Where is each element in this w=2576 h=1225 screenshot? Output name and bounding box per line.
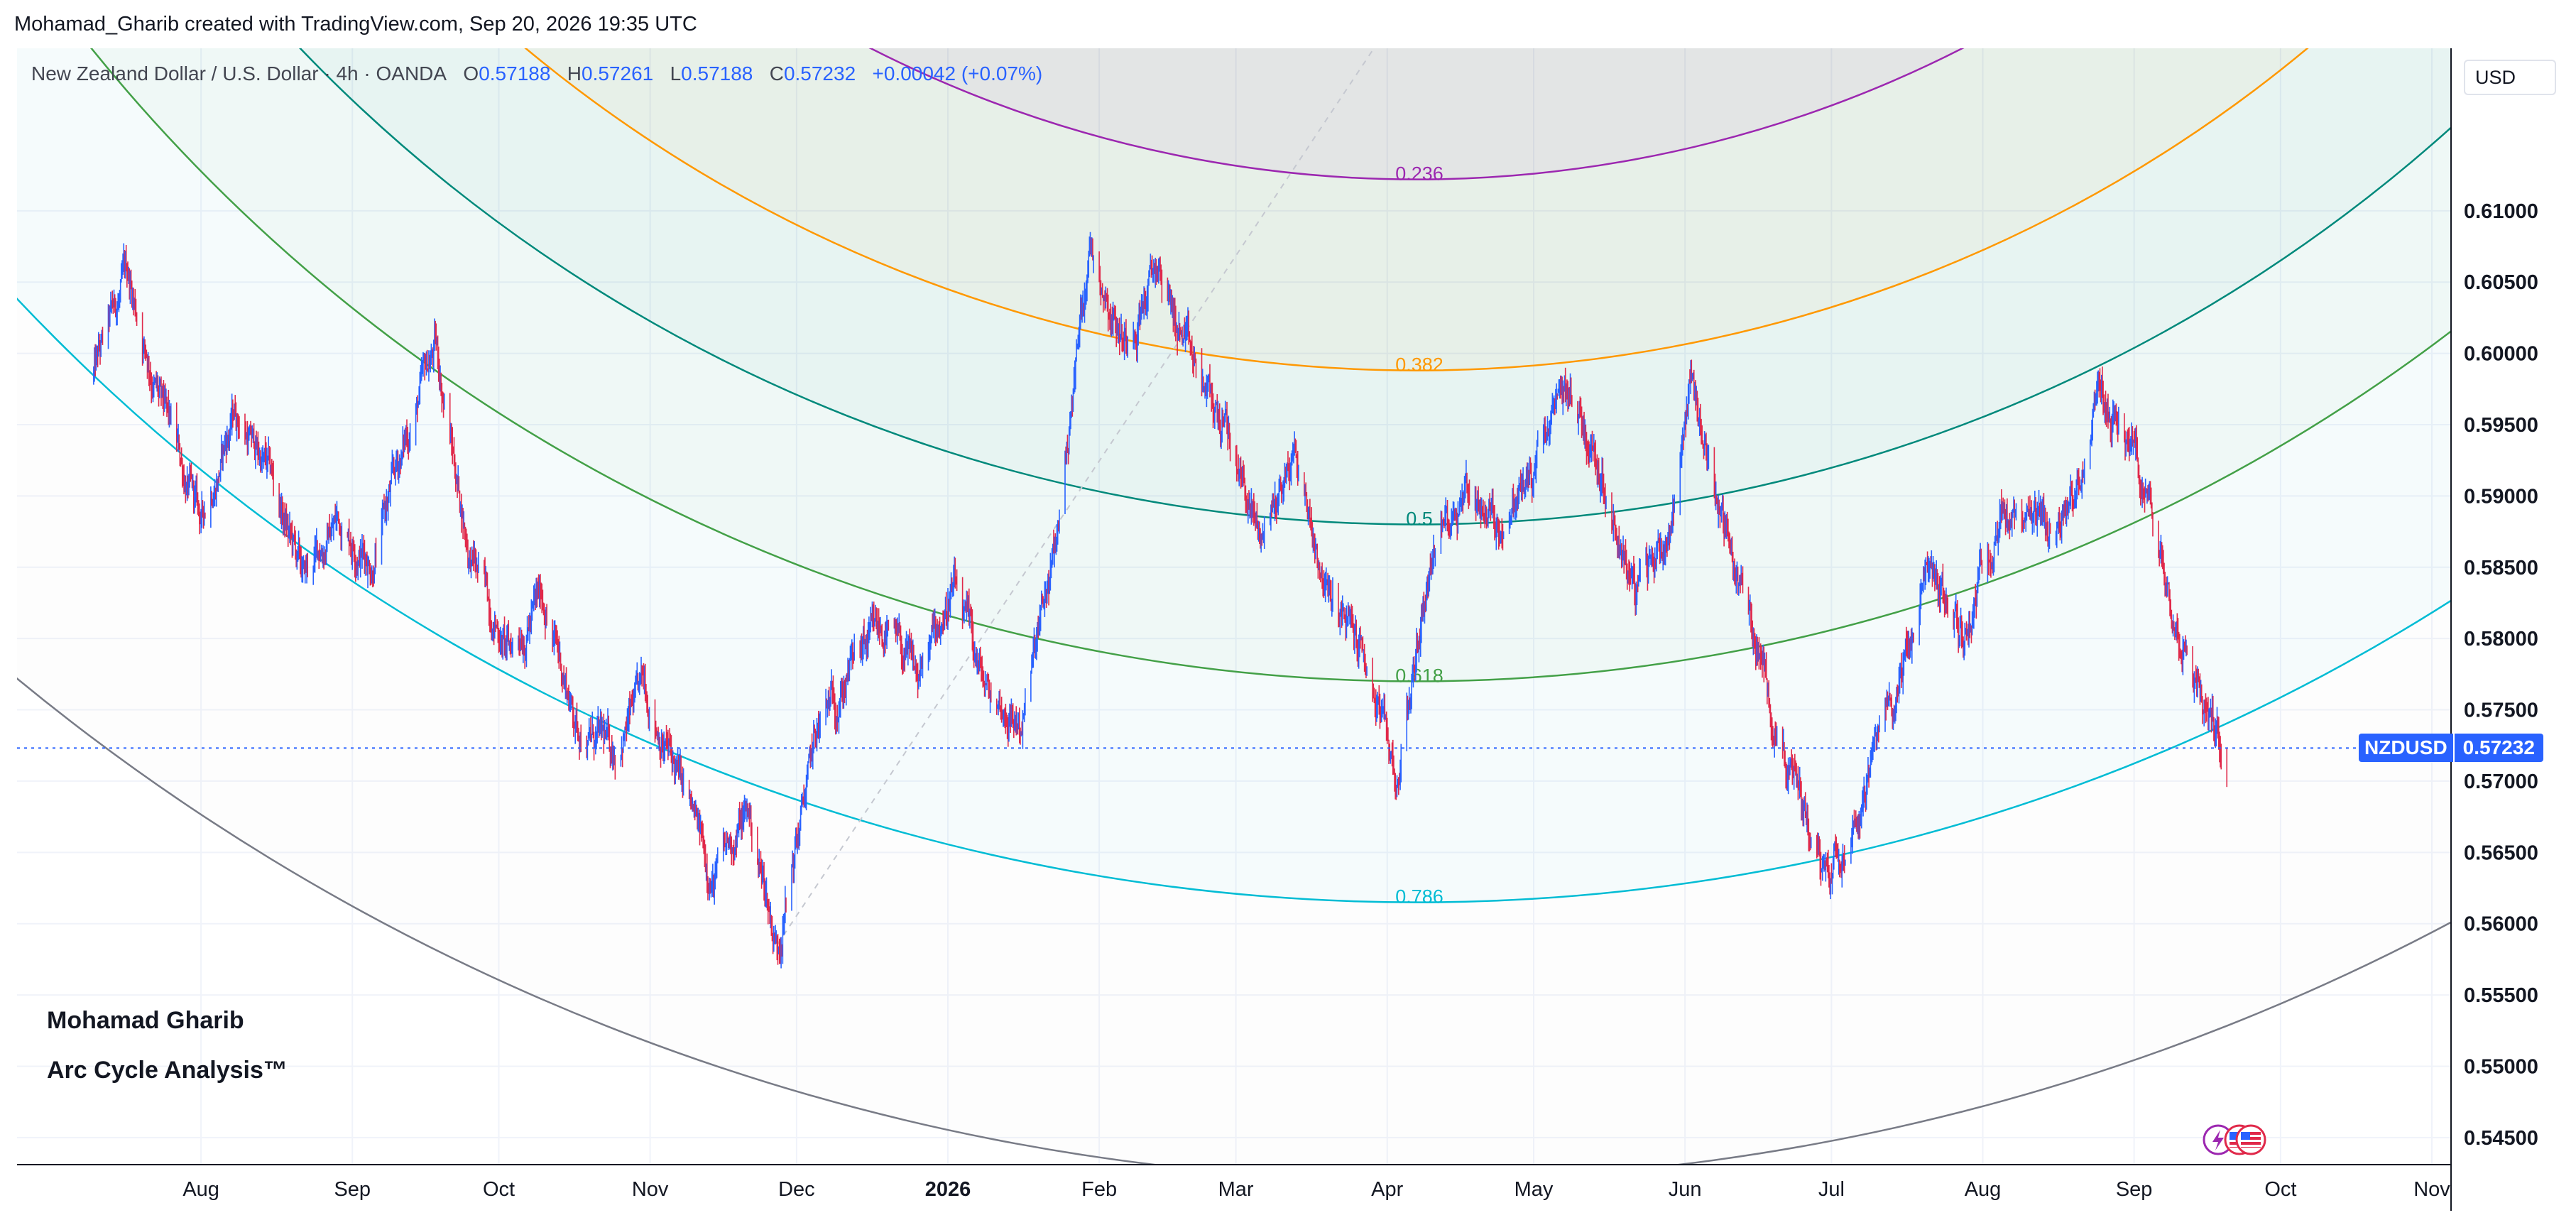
low-label: L [670, 62, 682, 85]
us-flag-event-icon-2[interactable] [2235, 1124, 2266, 1155]
watermark-subtitle: Arc Cycle Analysis™ [47, 1057, 288, 1084]
time-tick-label: Oct [2264, 1178, 2296, 1201]
event-markers[interactable] [2200, 1122, 2278, 1158]
time-tick-label: Jul [1818, 1178, 1845, 1201]
fib-arc-label: 0.618 [1395, 665, 1443, 686]
fib-arc-0.786[interactable] [0, 0, 2576, 903]
symbol-legend: New Zealand Dollar / U.S. Dollar · 4h · … [31, 62, 1042, 85]
high-label: H [567, 62, 582, 85]
fib-arc-label: 0.786 [1395, 886, 1443, 908]
fib-arc-0.618[interactable] [0, 0, 2576, 682]
high-value: 0.57261 [582, 62, 654, 85]
chart-grid [17, 48, 2451, 1165]
time-tick-label: Aug [182, 1178, 219, 1201]
time-tick-label: Feb [1081, 1178, 1117, 1201]
price-tick-label: 0.59500 [2464, 414, 2538, 437]
watermark-author: Mohamad Gharib [47, 1007, 244, 1034]
candlestick-series [93, 232, 2228, 969]
price-badge-value: 0.57232 [2452, 734, 2543, 763]
open-value: 0.57188 [479, 62, 551, 85]
fib-arc-0.382[interactable] [23, 0, 2576, 371]
time-tick-label: Mar [1218, 1178, 1254, 1201]
price-tick-label: 0.61000 [2464, 200, 2538, 223]
price-tick-label: 0.56500 [2464, 842, 2538, 864]
price-tick-label: 0.57000 [2464, 771, 2538, 793]
fib-arc-label: 0.382 [1395, 354, 1443, 376]
price-axis[interactable]: 0.61000 0.60500 0.60000 0.59500 0.59000 0.585… [2464, 200, 2538, 1150]
price-tick-label: 0.60500 [2464, 271, 2538, 294]
price-tick-label: 0.60000 [2464, 343, 2538, 366]
price-tick-label: 0.58500 [2464, 557, 2538, 579]
fib-arc-0.236[interactable] [214, 0, 2576, 180]
fib-speed-resistance-arcs[interactable]: 0.236 0.382 0.5 0.618 0.786 [0, 0, 2576, 1180]
fib-arc-fill-0.382 [526, 48, 2307, 371]
fib-arc-label: 0.5 [1406, 508, 1433, 530]
time-axis[interactable]: Aug Sep Oct Nov Dec 2026 Feb Mar Apr May Jun Jul Aug… [182, 1178, 2450, 1201]
close-label: C [769, 62, 784, 85]
time-tick-label: Dec [778, 1178, 815, 1201]
price-badge-symbol: NZDUSD [2359, 734, 2453, 763]
fib-arc-label: 0.236 [1395, 163, 1443, 185]
time-tick-label: Nov [2413, 1178, 2450, 1201]
time-tick-label: Aug [1965, 1178, 2002, 1201]
time-tick-label: Jun [1669, 1178, 1702, 1201]
price-tick-label: 0.56000 [2464, 913, 2538, 936]
low-value: 0.57188 [681, 62, 753, 85]
price-tick-label: 0.55000 [2464, 1055, 2538, 1078]
arc-trend-line[interactable] [776, 48, 1375, 946]
time-tick-label: Sep [2116, 1178, 2153, 1201]
open-label: O [463, 62, 479, 85]
instrument-name[interactable]: New Zealand Dollar / U.S. Dollar · 4h · … [31, 62, 447, 85]
close-value: 0.57232 [783, 62, 856, 85]
fib-arc-fill-0.236 [871, 48, 1963, 180]
price-tick-label: 0.54500 [2464, 1127, 2538, 1150]
currency-button[interactable]: USD [2464, 60, 2556, 95]
chart-credit: Mohamad_Gharib created with TradingView.… [14, 13, 697, 36]
last-price-badge: NZDUSD 0.57232 [2359, 734, 2543, 763]
time-tick-label: Sep [334, 1178, 371, 1201]
price-tick-label: 0.57500 [2464, 699, 2538, 722]
price-tick-label: 0.58000 [2464, 628, 2538, 650]
time-tick-label: 2026 [925, 1178, 971, 1201]
time-tick-label: Nov [632, 1178, 669, 1201]
time-tick-label: Apr [1371, 1178, 1403, 1201]
price-tick-label: 0.55500 [2464, 984, 2538, 1007]
time-tick-label: Oct [483, 1178, 515, 1201]
fib-arc-0.5[interactable] [0, 0, 2576, 526]
price-tick-label: 0.59000 [2464, 485, 2538, 508]
change-value: +0.00042 (+0.07%) [872, 62, 1043, 85]
time-tick-label: May [1515, 1178, 1554, 1201]
